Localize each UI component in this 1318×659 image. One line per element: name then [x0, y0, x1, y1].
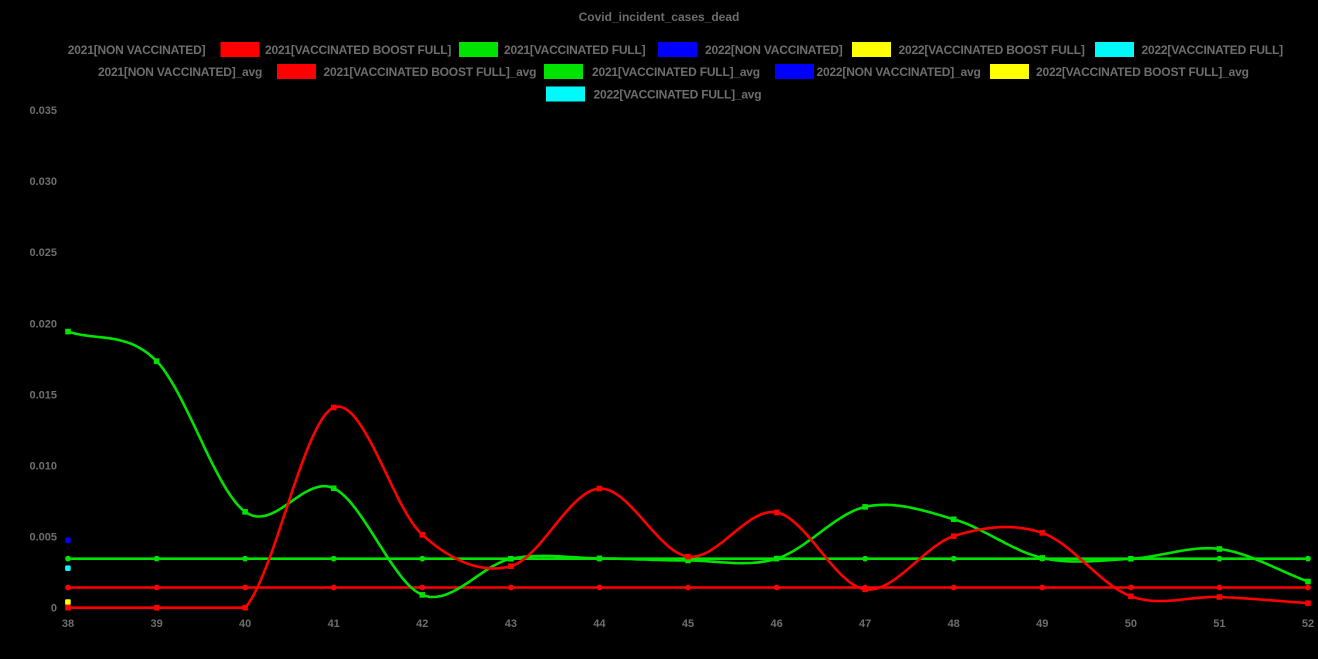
svg-text:2022[NON VACCINATED]: 2022[NON VACCINATED] [705, 43, 843, 57]
svg-text:2021[VACCINATED BOOST FULL]: 2021[VACCINATED BOOST FULL] [265, 43, 451, 57]
svg-text:2022[VACCINATED FULL]_avg: 2022[VACCINATED FULL]_avg [594, 88, 762, 102]
svg-text:38: 38 [62, 618, 74, 630]
svg-text:0: 0 [51, 603, 57, 615]
svg-text:39: 39 [150, 618, 162, 630]
svg-text:0.005: 0.005 [29, 532, 57, 544]
svg-text:0.010: 0.010 [29, 461, 57, 473]
svg-text:43: 43 [505, 618, 517, 630]
svg-text:49: 49 [1036, 618, 1048, 630]
svg-text:0.035: 0.035 [29, 105, 57, 117]
svg-text:47: 47 [859, 618, 871, 630]
svg-text:0.030: 0.030 [29, 176, 57, 188]
svg-text:2022[VACCINATED BOOST FULL]: 2022[VACCINATED BOOST FULL] [899, 43, 1085, 57]
svg-text:2021[VACCINATED BOOST FULL]_av: 2021[VACCINATED BOOST FULL]_avg [324, 65, 537, 79]
svg-text:44: 44 [593, 618, 606, 630]
svg-text:2021[VACCINATED FULL]: 2021[VACCINATED FULL] [504, 43, 646, 57]
svg-text:2022[VACCINATED BOOST FULL]_av: 2022[VACCINATED BOOST FULL]_avg [1036, 65, 1249, 79]
svg-text:Covid_incident_cases_dead: Covid_incident_cases_dead [579, 10, 740, 24]
svg-text:2021[NON VACCINATED]_avg: 2021[NON VACCINATED]_avg [98, 65, 262, 79]
svg-text:2022[NON VACCINATED]_avg: 2022[NON VACCINATED]_avg [817, 65, 981, 79]
svg-text:51: 51 [1213, 618, 1225, 630]
svg-text:40: 40 [239, 618, 251, 630]
svg-text:2022[VACCINATED FULL]: 2022[VACCINATED FULL] [1142, 43, 1284, 57]
svg-text:50: 50 [1125, 618, 1137, 630]
svg-text:0.020: 0.020 [29, 318, 57, 330]
svg-text:45: 45 [682, 618, 694, 630]
svg-text:42: 42 [416, 618, 428, 630]
svg-text:46: 46 [770, 618, 782, 630]
svg-text:0.025: 0.025 [29, 247, 57, 259]
svg-text:48: 48 [948, 618, 960, 630]
svg-text:41: 41 [328, 618, 340, 630]
svg-text:0.015: 0.015 [29, 389, 57, 401]
svg-text:52: 52 [1302, 618, 1314, 630]
svg-text:2021[VACCINATED FULL]_avg: 2021[VACCINATED FULL]_avg [592, 65, 760, 79]
svg-text:2021[NON VACCINATED]: 2021[NON VACCINATED] [68, 43, 206, 57]
